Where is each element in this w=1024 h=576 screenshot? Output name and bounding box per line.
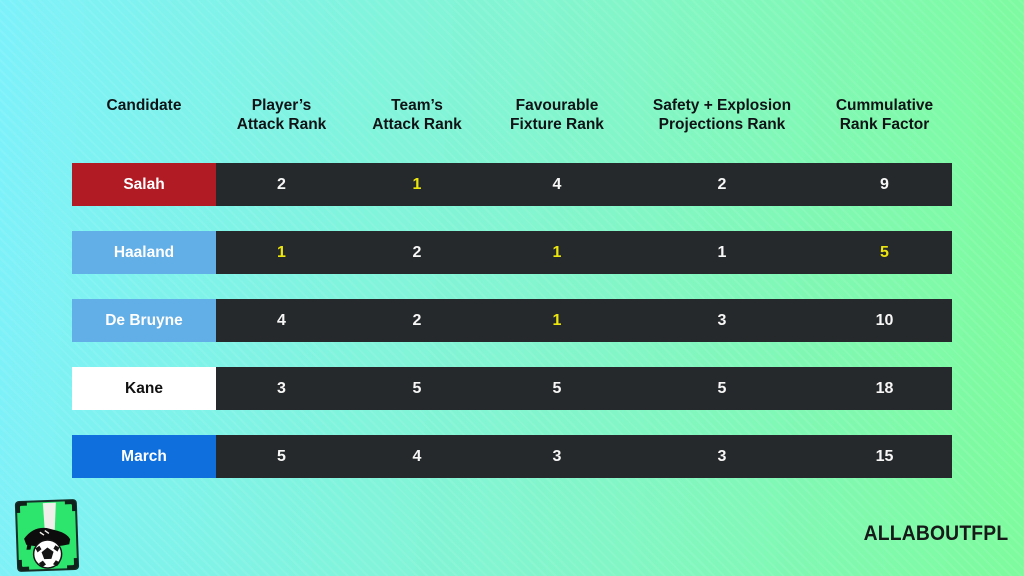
rank-value: 4 [552,175,562,193]
candidate-name-cell: Haaland [72,231,216,274]
rank-value: 5 [717,379,727,397]
rank-value: 3 [717,311,727,329]
rank-value: 4 [277,311,286,329]
candidate-name-cell: Salah [72,163,216,206]
header-teams-attack-rank: Team’s Attack Rank [372,97,462,133]
table-row: Haaland 1 2 1 1 5 [72,231,952,274]
table-row: Kane 3 5 5 5 18 [72,367,952,410]
rank-values-band: 2 1 4 2 9 [216,163,952,206]
candidate-name-cell: De Bruyne [72,299,216,342]
rank-value: 3 [552,447,562,465]
header-players-attack-rank: Player’s Attack Rank [236,97,327,133]
rank-value: 1 [552,311,562,329]
rank-value: 2 [412,311,422,329]
rank-value: 2 [277,175,286,193]
rank-value: 1 [277,243,286,261]
candidate-name-cell: Kane [72,367,216,410]
table-row: March 5 4 3 3 15 [72,435,952,478]
rank-value: 1 [552,243,562,261]
allaboutfpl-wordmark: ALLABOUTFPL [863,522,1008,545]
header-candidate: Candidate [106,97,182,114]
rank-values-band: 4 2 1 3 10 [216,299,952,342]
table-row: De Bruyne 4 2 1 3 10 [72,299,952,342]
rank-value: 2 [412,243,422,261]
football-boot-ball-logo-icon [14,499,80,576]
header-favourable-fixture-rank: Favourable Fixture Rank [510,97,604,133]
rank-value: 5 [277,447,286,465]
rank-value: 1 [412,175,422,193]
rank-value: 18 [875,379,894,397]
rank-value: 2 [717,175,727,193]
table-row: Salah 2 1 4 2 9 [72,163,952,206]
header-cummulative-rank-factor: Cummulative Rank Factor [835,97,934,133]
rank-value: 5 [412,379,422,397]
rank-value: 15 [875,447,894,465]
rank-value: 3 [717,447,727,465]
rank-value: 1 [717,243,727,261]
rank-value: 3 [277,379,286,397]
rank-values-band: 5 4 3 3 15 [216,435,952,478]
rank-value: 4 [412,447,422,465]
rank-value: 9 [880,175,889,193]
rank-value: 5 [552,379,562,397]
rank-table: Candidate Player’s Attack Rank Team’s At… [72,96,952,503]
rank-value: 10 [875,311,894,329]
rank-values-band: 1 2 1 1 5 [216,231,952,274]
candidate-name-cell: March [72,435,216,478]
table-header-row: Candidate Player’s Attack Rank Team’s At… [72,96,952,140]
rank-value: 5 [880,243,889,261]
header-safety-explosion-rank: Safety + Explosion Projections Rank [652,97,792,133]
rank-values-band: 3 5 5 5 18 [216,367,952,410]
